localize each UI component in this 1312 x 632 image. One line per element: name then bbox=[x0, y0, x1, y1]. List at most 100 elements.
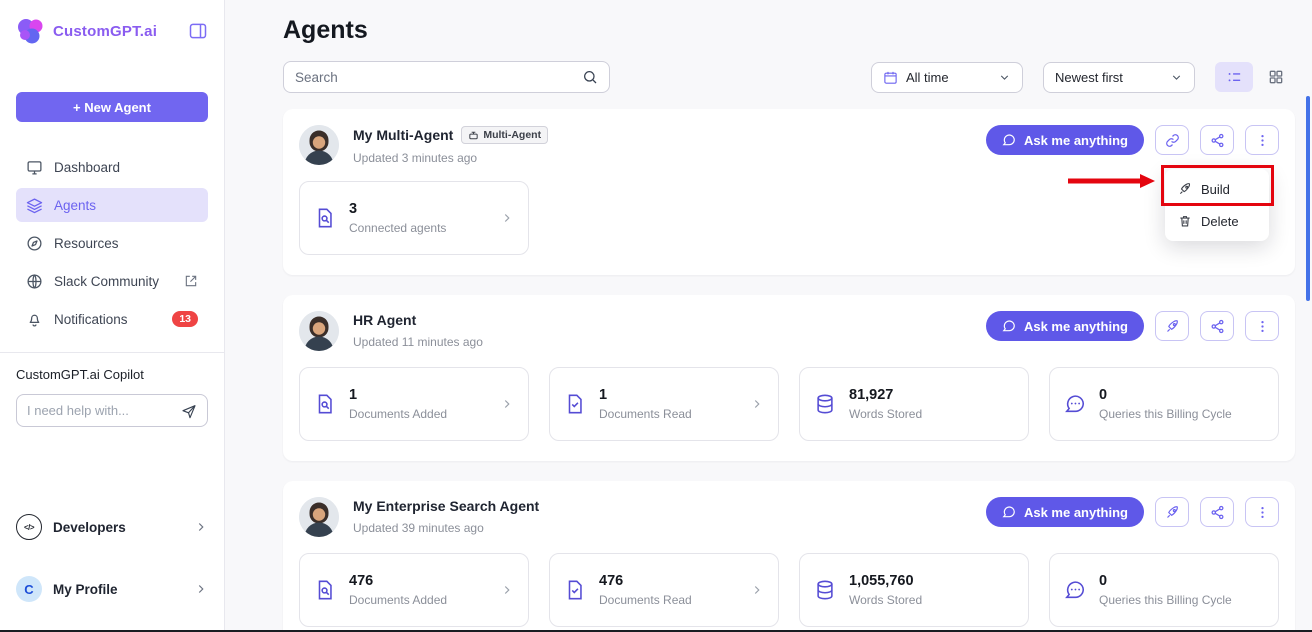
stat-tile-connected-agents[interactable]: 3 Connected agents bbox=[299, 181, 529, 255]
more-options-button[interactable] bbox=[1245, 497, 1279, 527]
stat-tile-words-stored: 1,055,760 Words Stored bbox=[799, 553, 1029, 627]
stat-label: Connected agents bbox=[349, 221, 447, 235]
share-button[interactable] bbox=[1200, 125, 1234, 155]
time-filter-value: All time bbox=[906, 69, 949, 85]
sidebar-item-label: Notifications bbox=[54, 311, 128, 327]
agent-updated-text: Updated 39 minutes ago bbox=[353, 521, 484, 535]
sidebar-item-label: Dashboard bbox=[54, 159, 121, 175]
chat-icon bbox=[1002, 133, 1016, 147]
share-icon bbox=[1210, 133, 1225, 148]
sidebar-item-slack-community[interactable]: Slack Community bbox=[16, 264, 208, 298]
agent-name: My Multi-Agent bbox=[353, 127, 454, 143]
page-title: Agents bbox=[283, 16, 368, 44]
time-filter-select[interactable]: All time bbox=[871, 61, 1023, 93]
stat-value: 0 bbox=[1099, 387, 1108, 403]
stat-label: Documents Added bbox=[349, 593, 448, 607]
sidebar-item-notifications[interactable]: Notifications 13 bbox=[16, 302, 208, 336]
document-search-icon bbox=[314, 207, 336, 229]
agent-list: My Multi-Agent Multi-Agent Updated 3 min… bbox=[283, 109, 1295, 632]
copilot-title: CustomGPT.ai Copilot bbox=[16, 367, 144, 382]
stat-value: 1 bbox=[349, 387, 358, 403]
new-agent-button[interactable]: + New Agent bbox=[16, 92, 208, 122]
stat-value: 476 bbox=[599, 573, 624, 589]
dashboard-icon bbox=[26, 159, 43, 176]
stat-value: 1 bbox=[599, 387, 608, 403]
menu-item-build[interactable]: Build bbox=[1165, 173, 1269, 205]
menu-item-label: Delete bbox=[1201, 213, 1239, 229]
ask-me-anything-button[interactable]: Ask me anything bbox=[985, 311, 1144, 341]
agent-avatar bbox=[299, 311, 339, 351]
sort-value: Newest first bbox=[1055, 69, 1123, 85]
rocket-icon bbox=[1165, 505, 1180, 520]
copilot-input[interactable] bbox=[27, 403, 173, 418]
stat-tile-documents-added[interactable]: 476 Documents Added bbox=[299, 553, 529, 627]
build-button[interactable] bbox=[1155, 311, 1189, 341]
kebab-icon bbox=[1255, 319, 1270, 334]
sort-select[interactable]: Newest first bbox=[1043, 61, 1195, 93]
sidebar-item-developers[interactable]: </> Developers bbox=[16, 514, 208, 540]
agent-card-enterprise-search: My Enterprise Search Agent Updated 39 mi… bbox=[283, 481, 1295, 632]
stat-value: 476 bbox=[349, 573, 374, 589]
ask-button-label: Ask me anything bbox=[1023, 132, 1128, 148]
share-icon bbox=[1210, 505, 1225, 520]
kebab-icon bbox=[1255, 133, 1270, 148]
external-link-icon bbox=[184, 274, 198, 288]
chevron-right-icon bbox=[750, 397, 764, 411]
collapse-sidebar-icon[interactable] bbox=[188, 21, 208, 41]
view-toggle bbox=[1215, 62, 1295, 92]
stat-label: Queries this Billing Cycle bbox=[1099, 407, 1232, 421]
notifications-count-badge: 13 bbox=[172, 310, 198, 328]
sidebar-item-label: Agents bbox=[54, 197, 97, 213]
menu-item-delete[interactable]: Delete bbox=[1165, 205, 1269, 237]
sidebar-item-resources[interactable]: Resources bbox=[16, 226, 208, 260]
chat-icon bbox=[1002, 319, 1016, 333]
stat-value: 81,927 bbox=[849, 387, 894, 403]
search-icon[interactable] bbox=[582, 69, 598, 85]
database-icon bbox=[814, 393, 836, 415]
chevron-right-icon bbox=[194, 582, 208, 596]
sidebar-nav: Dashboard Agents Resources Slack Communi… bbox=[16, 150, 208, 336]
chevron-right-icon bbox=[500, 397, 514, 411]
share-button[interactable] bbox=[1200, 311, 1234, 341]
window-bottom-edge bbox=[0, 630, 1312, 632]
ask-me-anything-button[interactable]: Ask me anything bbox=[985, 125, 1144, 155]
ask-button-label: Ask me anything bbox=[1023, 318, 1128, 334]
sidebar-item-my-profile[interactable]: C My Profile bbox=[16, 576, 208, 602]
stat-label: Words Stored bbox=[849, 407, 923, 421]
sidebar-divider bbox=[0, 352, 224, 353]
list-view-button[interactable] bbox=[1215, 62, 1253, 92]
sidebar-bottom: </> Developers C My Profile bbox=[16, 514, 208, 616]
logo-text: CustomGPT.ai bbox=[53, 22, 158, 40]
search-box bbox=[283, 61, 610, 93]
send-icon[interactable] bbox=[181, 403, 197, 419]
stat-label: Documents Read bbox=[599, 407, 692, 421]
bell-icon bbox=[26, 311, 43, 328]
profile-avatar: C bbox=[16, 576, 42, 602]
stat-label: Documents Added bbox=[349, 407, 448, 421]
search-input[interactable] bbox=[295, 69, 582, 85]
grid-view-button[interactable] bbox=[1257, 62, 1295, 92]
vertical-scrollbar[interactable] bbox=[1306, 96, 1310, 301]
chat-dots-icon bbox=[1064, 579, 1086, 601]
chat-dots-icon bbox=[1064, 393, 1086, 415]
agent-options-menu: Build Delete bbox=[1165, 169, 1269, 241]
developers-label: Developers bbox=[53, 519, 126, 535]
stat-tile-queries: 0 Queries this Billing Cycle bbox=[1049, 553, 1279, 627]
sidebar-item-agents[interactable]: Agents bbox=[16, 188, 208, 222]
chevron-right-icon bbox=[500, 583, 514, 597]
more-options-button[interactable] bbox=[1245, 125, 1279, 155]
more-options-button[interactable] bbox=[1245, 311, 1279, 341]
share-icon bbox=[1210, 319, 1225, 334]
stat-value: 3 bbox=[349, 201, 358, 217]
link-button[interactable] bbox=[1155, 125, 1189, 155]
brain-logo-icon bbox=[16, 16, 46, 46]
sidebar-item-dashboard[interactable]: Dashboard bbox=[16, 150, 208, 184]
build-button[interactable] bbox=[1155, 497, 1189, 527]
stat-tile-documents-read[interactable]: 1 Documents Read bbox=[549, 367, 779, 441]
share-button[interactable] bbox=[1200, 497, 1234, 527]
stat-tile-documents-read[interactable]: 476 Documents Read bbox=[549, 553, 779, 627]
stat-tile-documents-added[interactable]: 1 Documents Added bbox=[299, 367, 529, 441]
agent-name: HR Agent bbox=[353, 312, 417, 328]
ask-me-anything-button[interactable]: Ask me anything bbox=[985, 497, 1144, 527]
